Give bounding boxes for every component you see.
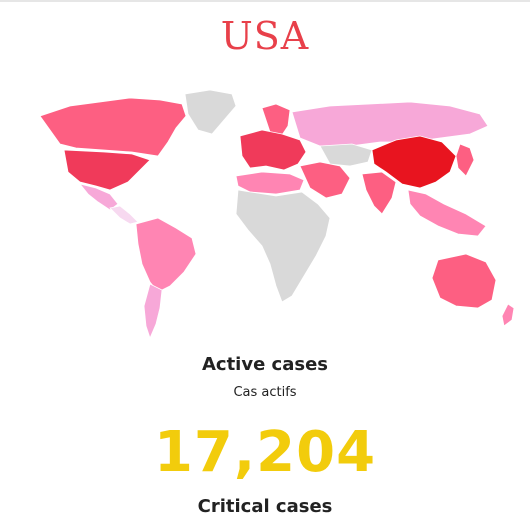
central-asia xyxy=(319,143,373,167)
canada-greenland xyxy=(39,97,187,157)
africa xyxy=(235,189,331,303)
world-map xyxy=(39,89,515,340)
greenland xyxy=(184,89,237,135)
top-divider xyxy=(0,0,530,2)
south-america xyxy=(135,217,197,293)
southern-cone xyxy=(143,283,163,340)
active-cases-label: Active cases xyxy=(201,354,329,375)
china xyxy=(371,135,457,189)
middle-east xyxy=(299,161,351,199)
europe xyxy=(239,129,307,171)
active-cases-value: 17,204 xyxy=(153,420,377,485)
usa xyxy=(63,149,151,191)
india xyxy=(361,171,397,215)
north-africa xyxy=(235,171,305,195)
australia xyxy=(431,253,497,309)
central-america xyxy=(109,205,139,225)
country-title: USA xyxy=(220,14,310,58)
japan-korea xyxy=(455,143,475,177)
critical-cases-label: Critical cases xyxy=(197,496,333,517)
southeast-asia xyxy=(407,189,487,237)
new-zealand xyxy=(501,303,515,327)
active-cases-label-fr: Cas actifs xyxy=(233,385,297,400)
russia xyxy=(291,101,489,147)
